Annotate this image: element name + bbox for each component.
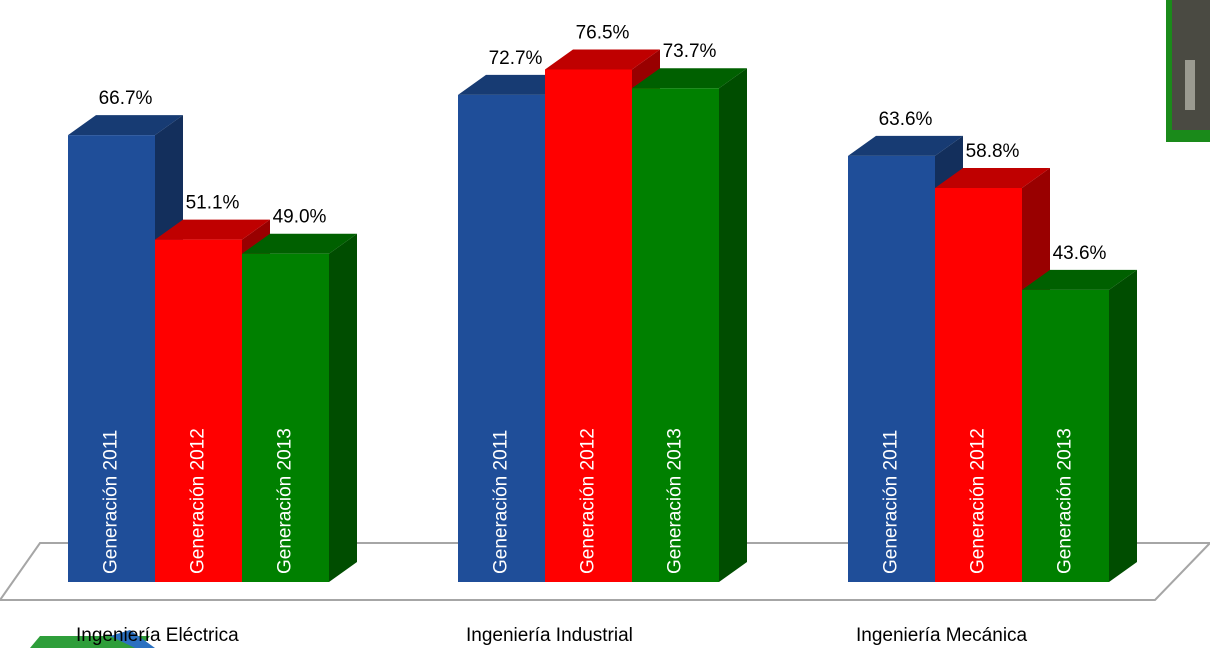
- bar-face: [545, 69, 632, 582]
- bar-face: [935, 188, 1022, 583]
- series-label: Generación 2013: [665, 428, 686, 574]
- value-label: 66.7%: [99, 88, 153, 109]
- value-label: 43.6%: [1053, 243, 1107, 264]
- bar-face: [848, 135, 963, 156]
- series-label: Generación 2011: [881, 430, 902, 574]
- bar-face: [155, 219, 270, 240]
- value-label: 49.0%: [273, 207, 327, 228]
- bar-face: [719, 68, 747, 582]
- bar-face: [242, 233, 357, 254]
- value-label: 73.7%: [663, 41, 717, 62]
- series-label: Generación 2012: [968, 428, 989, 574]
- bar-face: [632, 68, 747, 89]
- bar: [1022, 269, 1137, 582]
- bar-face: [329, 233, 357, 582]
- value-label: 58.8%: [966, 141, 1020, 162]
- bar-face: [458, 94, 545, 582]
- bar-face: [848, 155, 935, 582]
- bar-face: [242, 253, 329, 582]
- bar-face: [68, 135, 155, 583]
- bar-face: [1022, 269, 1137, 290]
- photo: [1166, 0, 1210, 142]
- value-label: 72.7%: [489, 48, 543, 69]
- x-tick-label: Ingeniería Eléctrica: [76, 625, 239, 646]
- bar-face: [545, 49, 660, 70]
- series-label: Generación 2012: [188, 428, 209, 574]
- bar: [632, 68, 747, 583]
- series-label: Generación 2011: [491, 430, 512, 574]
- series-label: Generación 2013: [275, 428, 296, 574]
- x-tick-label: Ingeniería Mecánica: [856, 625, 1028, 646]
- series-label: Generación 2011: [101, 430, 122, 574]
- bar-face: [1109, 269, 1137, 582]
- bar-face: [1022, 289, 1109, 582]
- bar-face: [68, 115, 183, 136]
- floor: [0, 542, 1210, 601]
- value-label: 51.1%: [186, 193, 240, 214]
- bar-face: [935, 168, 1050, 189]
- series-label: Generación 2013: [1055, 428, 1076, 574]
- x-tick-label: Ingeniería Industrial: [466, 625, 633, 646]
- logo: [30, 630, 155, 648]
- bar: [242, 233, 357, 582]
- value-label: 76.5%: [576, 22, 630, 43]
- value-label: 63.6%: [879, 109, 933, 130]
- series-label: Generación 2012: [578, 428, 599, 574]
- bar-face: [632, 88, 719, 583]
- bar-face: [458, 74, 573, 95]
- bar-face: [155, 239, 242, 582]
